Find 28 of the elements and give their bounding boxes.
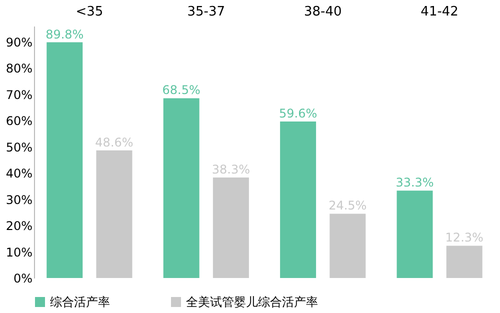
x-tick-label: 41-42 [420,4,458,20]
bar [96,150,132,278]
x-tick-label: <35 [76,4,104,20]
bar [212,177,249,278]
legend-label: 综合活产率 [50,295,110,309]
bar [446,246,482,278]
y-tick-label: 50% [6,140,32,154]
bar [280,122,316,278]
x-tick-label: 38-40 [304,4,342,20]
y-tick-label: 90% [6,35,32,50]
bar [330,214,366,278]
y-tick-label: 0% [13,272,32,286]
y-tick-label: 60% [6,114,32,128]
data-label: 59.6% [278,106,318,121]
bar [163,98,200,278]
y-tick-label: 30% [6,192,32,207]
data-label: 89.8% [46,27,84,42]
y-tick-label: 40% [6,166,32,180]
bar [396,190,433,278]
x-tick-label: 35-37 [187,4,226,20]
data-label: 33.3% [396,176,434,190]
y-tick-label: 20% [6,219,32,233]
legend-label: 全美试管婴儿综合活产率 [186,295,318,309]
y-tick-label: 10% [6,245,32,260]
data-label: 68.5% [162,83,200,98]
bar [46,42,83,278]
y-tick-label: 80% [6,62,32,76]
y-tick-label: 70% [6,88,32,102]
